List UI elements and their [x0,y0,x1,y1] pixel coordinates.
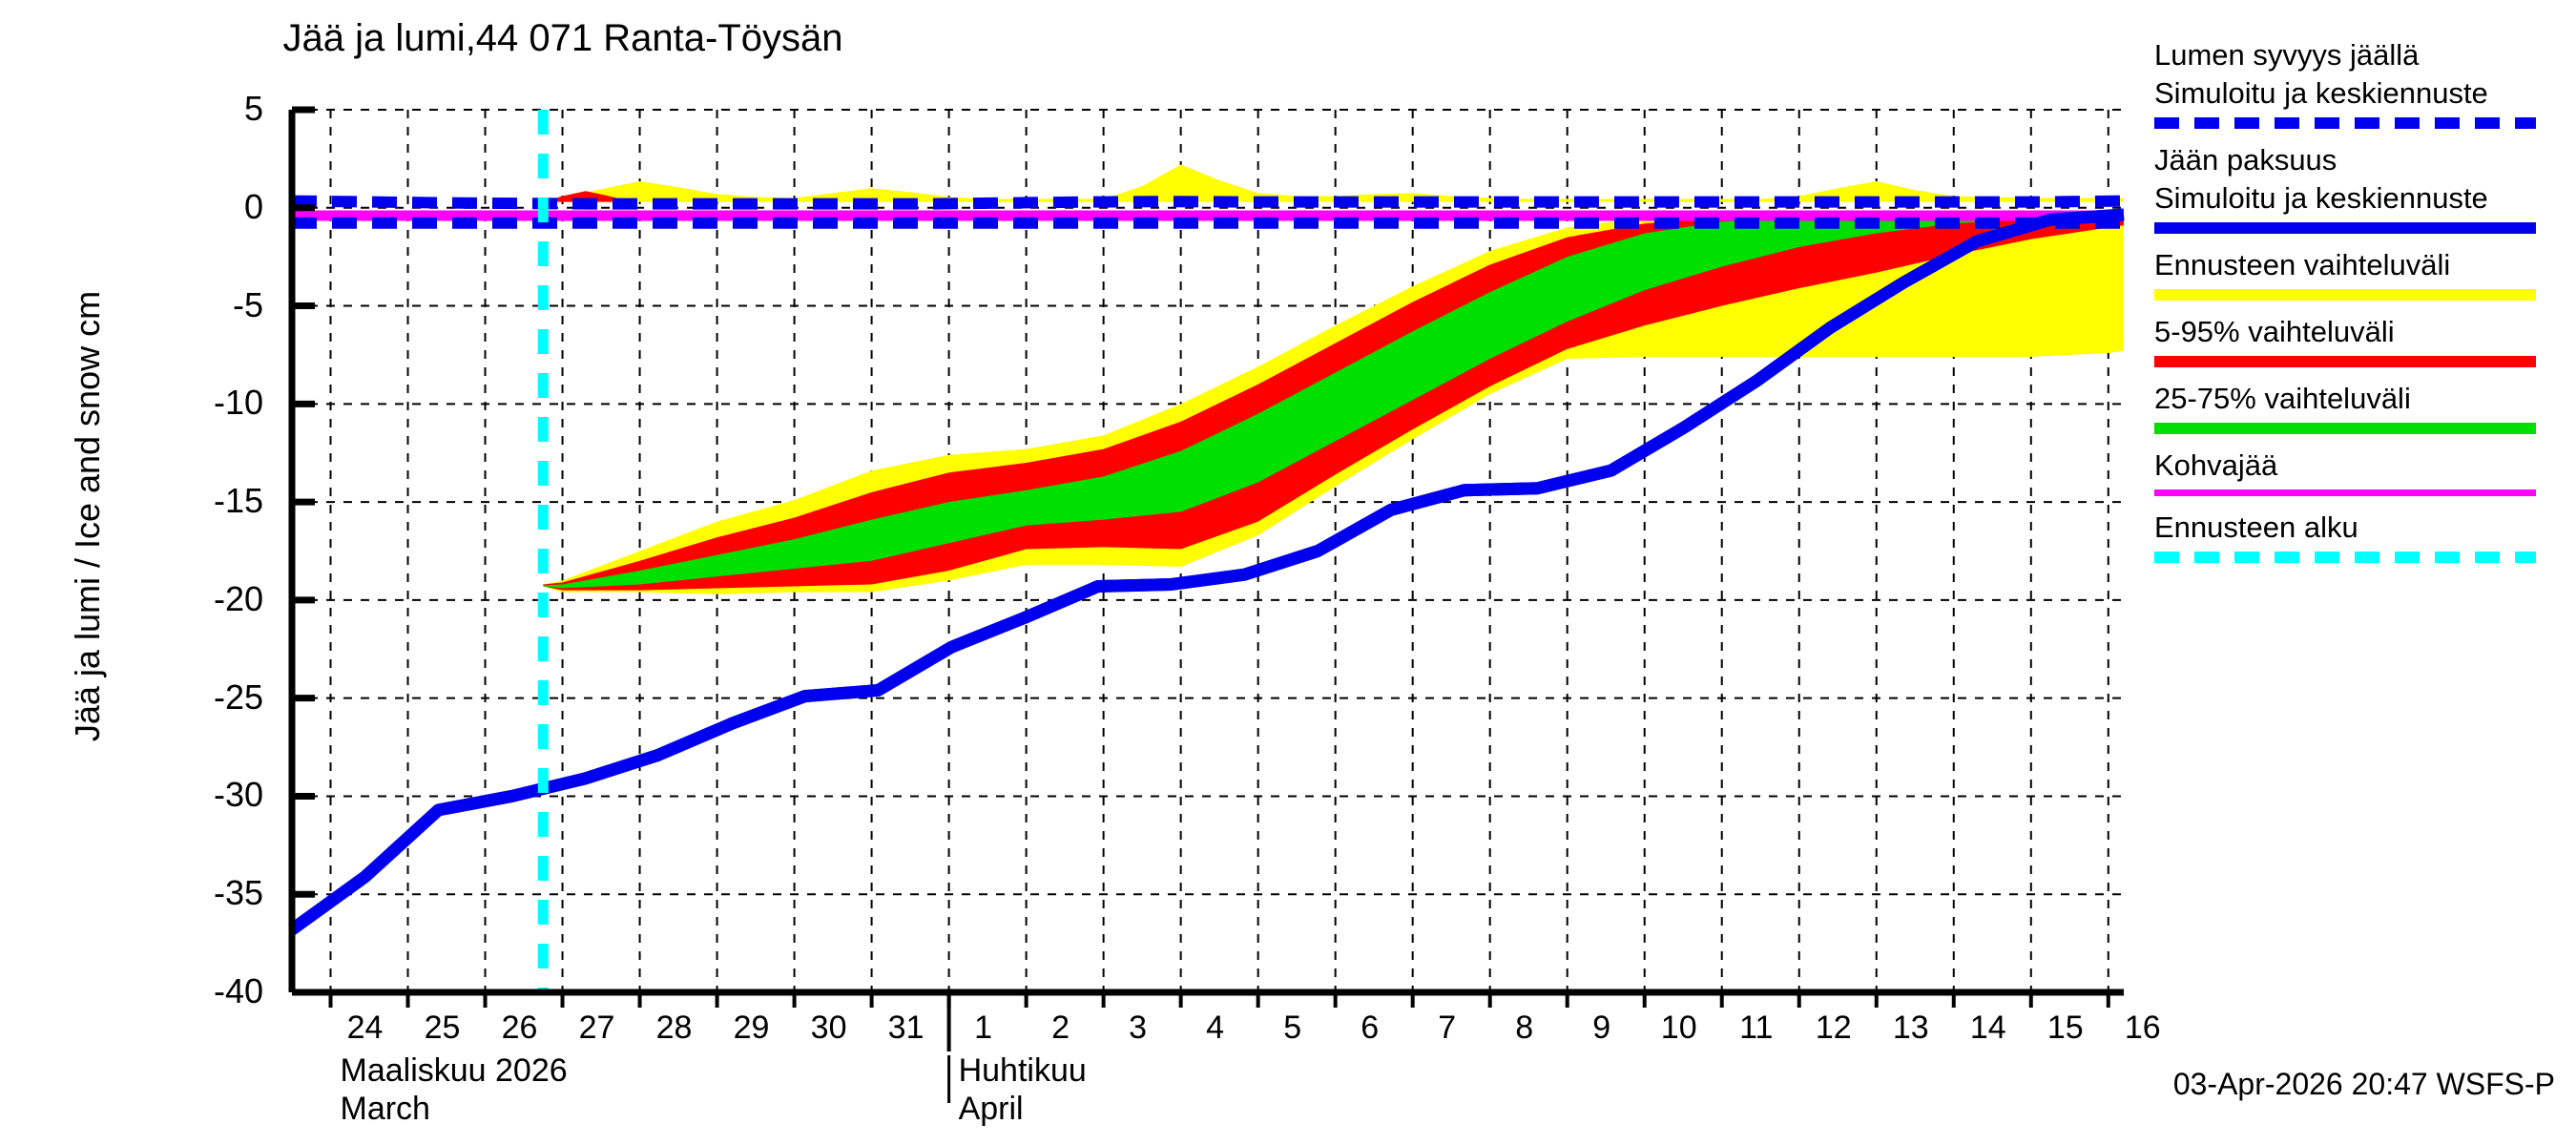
x-tick-label: 24 [346,1010,384,1046]
y-tick-label: 5 [243,89,263,128]
axis-lines [288,106,2124,1103]
legend-swatch-snow-depth-on-ice [2154,117,2536,129]
x-tick-label: 9 [1592,1010,1611,1046]
legend-group-title: Lumen syvyys jäällä [2154,38,2420,72]
legend-label: 25-75% vaihteluväli [2154,382,2411,415]
month-label-en: March [340,1091,430,1127]
legend-swatch-forecast-start [2154,552,2536,563]
legend-item-forecast-start: Ennusteen alku [2154,509,2576,563]
x-tick-label: 12 [1815,1010,1852,1046]
legend-label: Simuloitu ja keskiennuste [2154,181,2488,215]
x-tick-label: 4 [1206,1010,1225,1046]
x-tick-label: 14 [1969,1010,2006,1046]
y-tick-label: -35 [213,873,263,913]
y-tick-label: 0 [243,186,263,226]
x-tick-label: 1 [974,1010,993,1046]
series-ice-thickness-overlay [288,208,2125,935]
x-tick-label: 7 [1438,1010,1457,1046]
month-label-en: April [958,1091,1024,1127]
legend-swatch-ice-thickness [2154,222,2536,234]
band-25-75 [543,216,2124,589]
legend-item-range-5-95: 5-95% vaihteluväli [2154,313,2576,367]
x-tick-label: 27 [578,1010,615,1046]
legend-item-kohvajaa: Kohvajää [2154,447,2576,496]
x-tick-label: 25 [424,1010,461,1046]
x-tick-label: 11 [1739,1010,1774,1046]
x-tick-label: 29 [733,1010,770,1046]
legend-label: Ennusteen alku [2154,510,2358,544]
ice-forecast-bands [543,216,2124,594]
band-snow-range [543,164,2124,202]
legend-swatch-forecast-range [2154,289,2536,301]
series-snow-depth [291,195,2125,210]
x-tick-label: 6 [1361,1010,1380,1046]
month-label-block: Maaliskuu 2026 March [341,1051,568,1128]
y-tick-label: -5 [232,284,263,324]
legend-group-title: Jään paksuus [2154,143,2337,177]
x-tick-label: 5 [1283,1010,1302,1046]
y-tick-label: -30 [213,775,263,815]
x-tick-label: 3 [1129,1010,1148,1046]
x-tick-label: 15 [2046,1010,2084,1046]
legend-item-ice-thickness: Jään paksuus Simuloitu ja keskiennuste [2154,141,2576,234]
x-tick-label: 16 [2124,1010,2161,1046]
chart-legend: Lumen syvyys jäällä Simuloitu ja keskienn… [2154,36,2576,575]
legend-label: 5-95% vaihteluväli [2154,315,2395,348]
y-tick-label: -25 [213,677,263,717]
legend-swatch-range-5-95 [2154,356,2536,367]
x-tick-label: 10 [1660,1010,1697,1046]
legend-swatch-kohvajaa [2154,489,2536,496]
legend-item-forecast-range: Ennusteen vaihteluväli [2154,246,2576,301]
legend-label: Kohvajää [2154,448,2278,482]
y-tick-label: -15 [213,481,263,521]
y-tick-label: -20 [213,578,263,618]
legend-item-range-25-75: 25-75% vaihteluväli [2154,380,2576,434]
month-label-fi: Huhtikuu [958,1052,1087,1089]
legend-label: Simuloitu ja keskiennuste [2154,76,2488,110]
legend-label: Ennusteen vaihteluväli [2154,248,2451,281]
timestamp: 03-Apr-2026 20:47 WSFS-P [2172,1067,2555,1101]
x-tick-label: 2 [1051,1010,1070,1046]
x-tick-label: 31 [887,1010,924,1046]
y-tick-label: -10 [213,383,263,423]
snow-forecast-band [543,164,2124,202]
legend-swatch-range-25-75 [2154,423,2536,434]
y-tick-label: -40 [213,971,263,1010]
x-tick-label: 26 [501,1010,538,1046]
page-title: Jää ja lumi,44 071 Ranta-Töysän [282,17,843,59]
legend-item-snow-depth-on-ice: Lumen syvyys jäällä Simuloitu ja keskienn… [2154,36,2576,129]
x-tick-label: 28 [655,1010,693,1046]
x-tick-label: 13 [1892,1010,1929,1046]
x-tick-label: 30 [810,1010,847,1046]
month-label-fi: Maaliskuu 2026 [340,1052,568,1089]
x-tick-label: 8 [1515,1010,1534,1046]
month-label-block: Huhtikuu April [959,1051,1087,1128]
band-snow-5-95 [543,191,633,202]
